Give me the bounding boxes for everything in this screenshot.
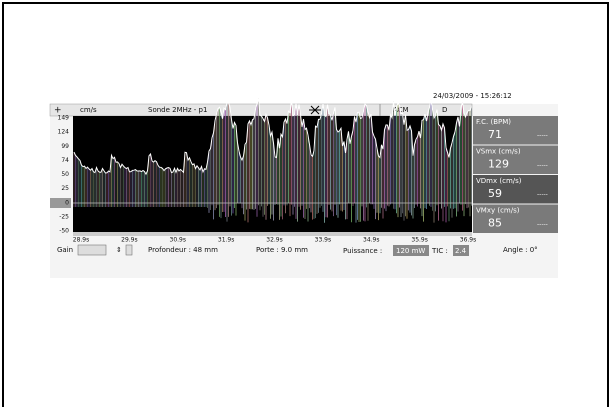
angle: Angle : 0° bbox=[503, 246, 538, 254]
measure-label: VDmx (cm/s) bbox=[476, 177, 522, 185]
x-label: 36.9s bbox=[460, 237, 477, 244]
y-label: 99 bbox=[61, 143, 69, 150]
measure-value: 129 bbox=[488, 158, 509, 171]
tic-label: TIC : bbox=[431, 247, 448, 255]
power-label: Puissance : bbox=[343, 247, 382, 255]
y-label: 0 bbox=[65, 199, 69, 206]
y-label: 74 bbox=[61, 157, 69, 164]
time-bar bbox=[73, 232, 472, 236]
tic: 2.4 bbox=[455, 247, 467, 255]
gain-step[interactable] bbox=[126, 245, 132, 255]
measure-extra: ----- bbox=[537, 192, 548, 199]
y-label: 124 bbox=[58, 129, 70, 136]
measure-value: 71 bbox=[488, 128, 502, 141]
gate: Porte : 9.0 mm bbox=[256, 246, 308, 254]
measure-extra: ----- bbox=[537, 162, 548, 169]
depth: Profondeur : 48 mm bbox=[148, 246, 218, 254]
x-label: 30.9s bbox=[170, 237, 187, 244]
gain-slider[interactable] bbox=[78, 245, 106, 255]
x-label: 34.9s bbox=[363, 237, 380, 244]
measure-label: F.C. (BPM) bbox=[476, 118, 511, 126]
side: D bbox=[442, 106, 447, 114]
screen: 24/03/2009 - 15:26:12 + cm/s Sonde 2MHz … bbox=[0, 0, 611, 407]
x-label: 35.9s bbox=[411, 237, 428, 244]
x-label: 31.9s bbox=[218, 237, 235, 244]
measure-value: 59 bbox=[488, 187, 502, 200]
power: 120 mW bbox=[396, 247, 425, 255]
y-label: 50 bbox=[61, 171, 69, 178]
y-label: -25 bbox=[59, 213, 69, 220]
measure-label: VMxy (cm/s) bbox=[476, 207, 520, 215]
x-label: 32.9s bbox=[266, 237, 283, 244]
y-label: -50 bbox=[59, 228, 69, 235]
x-label: 33.9s bbox=[315, 237, 332, 244]
measure-extra: ----- bbox=[537, 133, 548, 140]
timestamp: 24/03/2009 - 15:26:12 bbox=[433, 92, 512, 100]
header-bar bbox=[50, 104, 472, 116]
y-label: 25 bbox=[61, 185, 69, 192]
gain-label: Gain bbox=[57, 246, 73, 254]
unit: cm/s bbox=[80, 106, 97, 114]
measure-extra: ----- bbox=[537, 221, 548, 228]
x-label: 29.9s bbox=[121, 237, 138, 244]
y-label: 149 bbox=[58, 115, 70, 122]
measure-value: 85 bbox=[488, 217, 502, 230]
arrows: ⇕ bbox=[116, 246, 122, 254]
x-label: 28.9s bbox=[73, 237, 90, 244]
measure-label: VSmx (cm/s) bbox=[476, 148, 521, 156]
page: {"timestamp": "24/03/2009 - 15:26:12", "… bbox=[0, 0, 611, 407]
probe: Sonde 2MHz - p1 bbox=[148, 106, 207, 114]
